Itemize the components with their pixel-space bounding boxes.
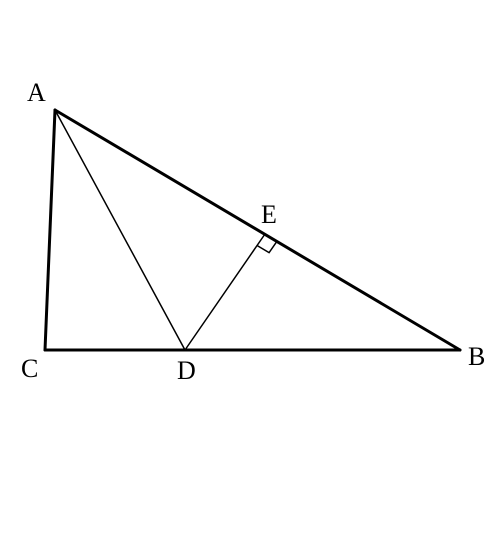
vertex-label-a: A: [27, 78, 46, 108]
vertex-label-d: D: [177, 356, 196, 386]
vertex-label-b: B: [468, 342, 485, 372]
diagram-svg: [0, 0, 500, 538]
vertex-label-c: C: [21, 354, 38, 384]
vertex-label-e: E: [261, 200, 277, 230]
geometry-diagram: A B C D E: [0, 0, 500, 538]
